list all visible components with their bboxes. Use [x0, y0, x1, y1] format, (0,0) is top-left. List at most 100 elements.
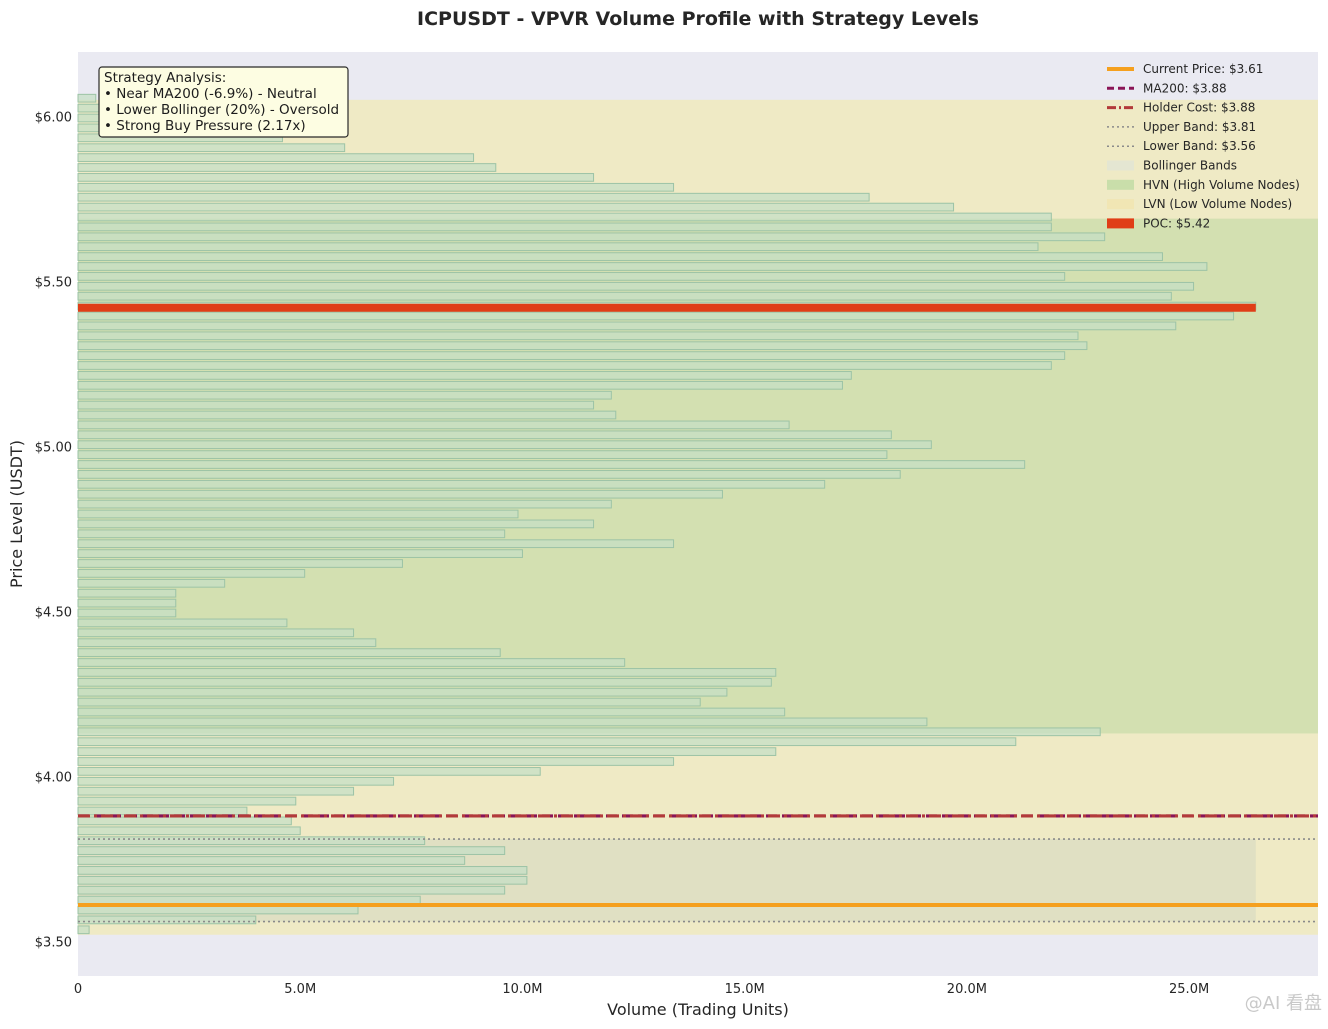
volume-bar	[77, 569, 306, 578]
volume-bar	[77, 776, 395, 786]
volume-bar	[77, 173, 595, 182]
volume-bar	[77, 93, 97, 103]
x-tick-label: 25.0M	[1169, 982, 1209, 997]
annotation-line: Strategy Analysis:	[104, 70, 226, 86]
volume-bar	[77, 826, 301, 836]
x-axis-label: Volume (Trading Units)	[607, 1000, 789, 1019]
volume-bar	[77, 509, 519, 519]
volume-bar	[77, 915, 257, 925]
volume-bar	[77, 559, 403, 568]
volume-bar	[77, 895, 421, 905]
volume-bar	[77, 836, 426, 846]
volume-bar	[77, 519, 595, 529]
x-tick-label: 15.0M	[725, 982, 765, 997]
volume-bar	[77, 410, 617, 420]
chart-title: ICPUSDT - VPVR Volume Profile with Strat…	[417, 8, 979, 30]
x-ticks: 0 5.0M 10.0M 15.0M 20.0M 25.0M	[74, 982, 1209, 997]
volume-bar	[77, 222, 1052, 232]
legend-label: Holder Cost: $3.88	[1143, 101, 1255, 115]
volume-bar	[77, 747, 777, 756]
y-tick-label: $4.50	[35, 605, 72, 620]
volume-bar	[77, 489, 723, 499]
volume-bar	[77, 202, 955, 212]
volume-bar	[77, 192, 870, 202]
volume-bar	[77, 549, 523, 558]
annotation-line: • Lower Bollinger (20%) - Oversold	[104, 102, 339, 118]
bars-layer	[77, 93, 1257, 935]
poc-bar	[78, 303, 1256, 312]
volume-bar	[77, 697, 701, 707]
volume-bar	[77, 668, 777, 677]
volume-bar	[77, 578, 226, 588]
volume-bar	[77, 856, 466, 865]
volume-bar	[77, 786, 355, 796]
legend-swatch	[1107, 218, 1134, 229]
volume-bar	[77, 628, 355, 638]
legend-label: Upper Band: $3.81	[1143, 120, 1256, 134]
legend-label: POC: $5.42	[1143, 216, 1210, 230]
volume-bar	[77, 767, 541, 776]
volume-bar	[77, 212, 1052, 222]
legend-label: Lower Band: $3.56	[1143, 139, 1256, 153]
y-tick-label: $3.50	[35, 935, 72, 950]
volume-bar	[77, 341, 1088, 351]
legend-label: Current Price: $3.61	[1143, 62, 1263, 76]
volume-bar	[77, 450, 888, 459]
volume-bar	[77, 351, 1066, 360]
volume-bar	[77, 371, 852, 380]
y-axis-label: Price Level (USDT)	[7, 440, 26, 588]
legend-label: MA200: $3.88	[1143, 81, 1227, 95]
volume-bar	[77, 440, 932, 450]
x-tick-label: 10.0M	[502, 982, 542, 997]
volume-bar	[77, 757, 675, 766]
annotation-line: • Strong Buy Pressure (2.17x)	[104, 118, 306, 134]
volume-bar	[77, 539, 675, 549]
watermark: @AI 看盘	[1245, 993, 1322, 1014]
volume-bar	[77, 479, 826, 489]
volume-bar	[77, 806, 248, 816]
volume-bar	[77, 272, 1066, 281]
volume-bar	[77, 182, 675, 192]
legend: Current Price: $3.61 MA200: $3.88 Holder C…	[1107, 62, 1300, 230]
volume-bar	[77, 687, 728, 697]
volume-bar	[77, 470, 901, 479]
volume-bar	[77, 677, 772, 687]
volume-bar	[77, 232, 1106, 242]
x-tick-label: 0	[74, 982, 82, 997]
legend-swatch	[1107, 179, 1134, 190]
volume-bar	[77, 846, 506, 855]
volume-bar	[77, 163, 497, 172]
volume-bar	[77, 588, 177, 598]
y-tick-label: $5.00	[35, 440, 72, 455]
volume-bar	[77, 608, 177, 618]
annotation-box	[98, 66, 349, 138]
volume-bar	[77, 143, 346, 153]
volume-bar	[77, 658, 626, 667]
volume-bar	[77, 252, 1163, 261]
volume-bar	[77, 925, 90, 935]
volume-bar	[77, 598, 177, 608]
volume-bar	[77, 390, 612, 400]
strategy-annotation: Strategy Analysis: • Near MA200 (-6.9%) …	[98, 66, 349, 138]
legend-swatch	[1107, 160, 1134, 171]
volume-bar	[77, 707, 786, 717]
x-tick-label: 5.0M	[284, 982, 316, 997]
volume-bar	[77, 153, 475, 162]
volume-bar	[77, 499, 612, 509]
volume-bar	[77, 291, 1172, 301]
volume-bar	[77, 648, 501, 657]
annotation-line: • Near MA200 (-6.9%) - Neutral	[104, 86, 317, 102]
legend-label: HVN (High Volume Nodes)	[1143, 178, 1300, 192]
volume-bar	[77, 262, 1208, 271]
x-tick-label: 20.0M	[947, 982, 987, 997]
volume-bar	[77, 420, 790, 430]
volume-bar	[77, 866, 528, 875]
volume-bar	[77, 311, 1235, 321]
volume-bar	[77, 331, 1079, 341]
y-ticks: $6.00 $5.50 $5.00 $4.50 $4.00 $3.50	[35, 110, 72, 950]
volume-bar	[77, 618, 288, 628]
volume-bar	[77, 380, 843, 390]
y-tick-label: $5.50	[35, 275, 72, 290]
volume-bar	[77, 796, 297, 806]
